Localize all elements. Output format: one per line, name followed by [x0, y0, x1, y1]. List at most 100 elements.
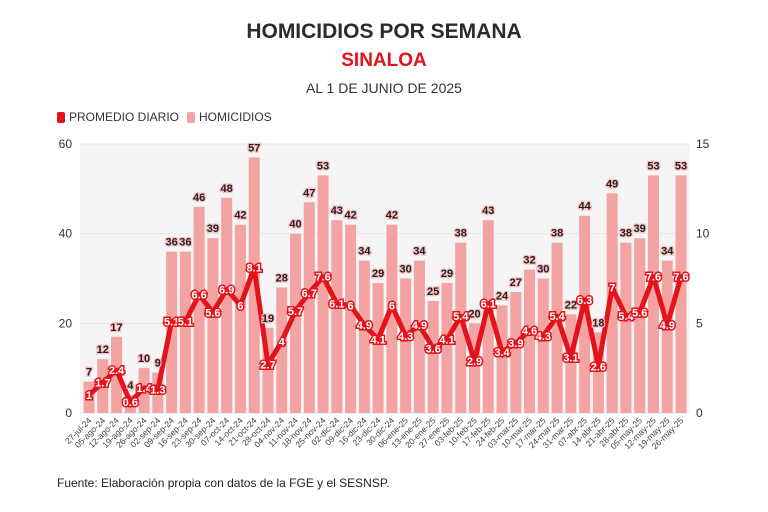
line-data-label: 7.6	[315, 272, 330, 284]
bar-data-label: 39	[207, 223, 219, 235]
bar-data-label: 30	[537, 264, 549, 276]
bar-data-label: 24	[496, 290, 509, 302]
line-data-label: 6	[348, 300, 354, 312]
line-data-label: 3.4	[494, 347, 510, 359]
bar	[262, 327, 274, 413]
bar-data-label: 40	[289, 219, 301, 231]
bar-data-label: 10	[138, 353, 150, 365]
bar-data-label: 42	[386, 210, 398, 222]
bar	[620, 242, 632, 413]
bar-data-label: 36	[179, 237, 191, 249]
bar	[675, 175, 687, 413]
bar	[234, 224, 246, 413]
line-data-label: 1.4	[136, 383, 152, 395]
bar	[606, 193, 618, 413]
bar	[537, 278, 549, 413]
bar-data-label: 30	[400, 264, 412, 276]
y-left-tick-label: 0	[65, 406, 72, 420]
line-data-label: 4.3	[536, 331, 551, 343]
bar-data-label: 18	[592, 317, 604, 329]
chart-subtitle: SINALOA	[341, 50, 427, 71]
bar	[358, 260, 370, 413]
line-data-label: 5.6	[632, 308, 647, 320]
chart-date-note: AL 1 DE JUNIO DE 2025	[306, 80, 462, 96]
y-left-tick-label: 20	[59, 316, 73, 330]
line-data-label: 5.4	[618, 311, 634, 323]
line-data-label: 1.7	[95, 378, 110, 390]
bar-data-label: 36	[165, 237, 177, 249]
bar-data-label: 20	[468, 308, 480, 320]
bar	[551, 242, 563, 413]
bar-data-label: 57	[248, 142, 260, 154]
line-data-label: 6.3	[577, 295, 592, 307]
line-data-label: 2.4	[109, 365, 125, 377]
bar-data-label: 17	[110, 322, 122, 334]
line-data-label: 5.6	[205, 308, 220, 320]
bar-data-label: 53	[675, 160, 687, 172]
bar-data-label: 22	[565, 299, 577, 311]
legend-label-promedio: PROMEDIO DIARIO	[69, 110, 180, 124]
bar	[372, 282, 384, 413]
bar	[468, 323, 480, 413]
y-right-tick-label: 15	[696, 137, 710, 151]
bar	[386, 224, 398, 413]
bar-data-label: 4	[127, 380, 134, 392]
bar-data-label: 42	[234, 210, 246, 222]
line-data-label: 7	[609, 282, 615, 294]
bar-data-label: 19	[262, 313, 274, 325]
bar	[427, 300, 439, 413]
bar	[441, 282, 453, 413]
line-data-label: 5.1	[164, 317, 179, 329]
bar	[193, 206, 205, 413]
bar-data-label: 38	[455, 228, 467, 240]
legend-swatch-homicidios	[187, 111, 196, 123]
bar	[345, 224, 357, 413]
line-data-label: 2.7	[260, 360, 275, 372]
bar-data-label: 48	[221, 183, 233, 195]
bar	[579, 215, 591, 413]
bar	[179, 251, 191, 413]
line-data-label: 6.9	[219, 284, 234, 296]
bar	[276, 287, 288, 413]
bar-data-label: 7	[86, 367, 92, 379]
bar-data-label: 9	[155, 358, 161, 370]
bar	[524, 269, 536, 413]
line-data-label: 6	[237, 300, 243, 312]
line-data-label: 6.6	[191, 290, 206, 302]
bar	[207, 238, 219, 413]
bar-data-label: 28	[276, 272, 288, 284]
line-data-label: 6.7	[302, 288, 317, 300]
bar-data-label: 38	[620, 228, 632, 240]
bar-data-label: 27	[510, 277, 522, 289]
bar-data-label: 34	[661, 246, 674, 258]
line-data-label: 5.4	[549, 311, 565, 323]
y-left-tick-label: 60	[59, 137, 73, 151]
line-data-label: 6.1	[329, 299, 344, 311]
bar	[331, 220, 343, 413]
bar-data-label: 43	[331, 205, 343, 217]
line-data-label: 4.6	[522, 326, 537, 338]
legend-swatch-promedio	[57, 111, 65, 123]
line-data-label: 4.3	[398, 331, 413, 343]
bar-data-label: 42	[344, 210, 356, 222]
bar-data-label: 29	[441, 268, 453, 280]
line-data-label: 4	[279, 336, 286, 348]
bar	[647, 175, 659, 413]
line-data-label: 7.6	[673, 272, 688, 284]
bar	[221, 197, 233, 413]
line-data-label: 3.1	[563, 352, 578, 364]
bar	[482, 220, 494, 413]
line-data-label: 1.3	[150, 385, 165, 397]
bar	[510, 291, 522, 413]
line-data-label: 5.1	[178, 317, 193, 329]
bar-data-label: 43	[482, 205, 494, 217]
bar-data-label: 49	[606, 178, 618, 190]
legend-label-homicidios: HOMICIDIOS	[199, 110, 272, 124]
y-right-tick-label: 0	[696, 406, 703, 420]
bar	[303, 202, 315, 413]
bar-data-label: 47	[303, 187, 315, 199]
bar-data-label: 29	[372, 268, 384, 280]
bar-data-label: 34	[413, 246, 426, 258]
bar	[592, 332, 604, 413]
bar	[317, 175, 329, 413]
